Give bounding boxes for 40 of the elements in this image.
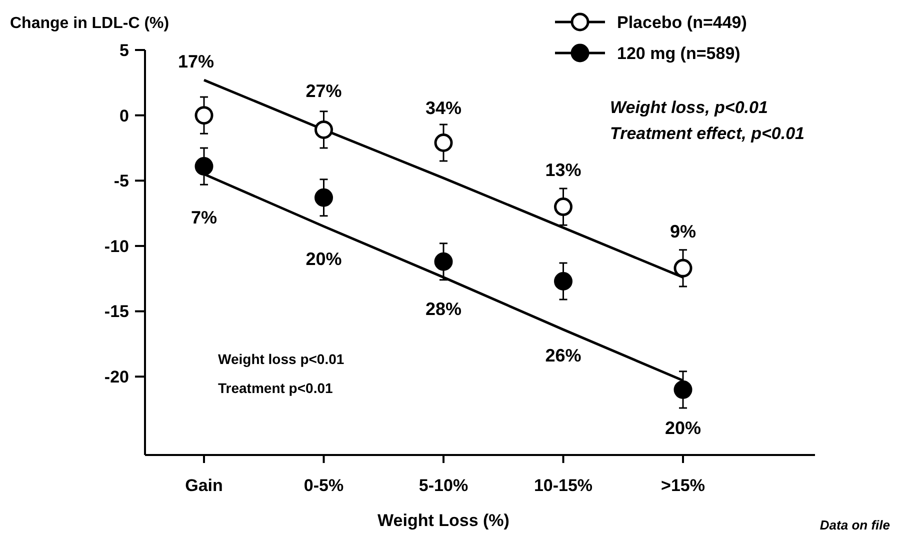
y-axis-title: Change in LDL-C (%) (10, 15, 170, 32)
annotation: 28% (425, 298, 462, 319)
annotation: 34% (425, 98, 462, 118)
annotation: 9% (670, 221, 696, 242)
x-axis-title: Weight Loss (%) (378, 511, 510, 530)
text: Data on file (820, 518, 890, 533)
point (554, 198, 572, 216)
x-tick-label: 0-5% (304, 476, 344, 495)
annotation: Treatment effect, p<0.01 (610, 124, 804, 143)
point (194, 157, 214, 176)
x-tick-label: 10-15% (534, 476, 593, 495)
point (554, 272, 572, 290)
y-tick-label: 5 (120, 40, 129, 60)
y-tick-label: -15 (104, 302, 129, 322)
y-tick-label: -5 (114, 172, 129, 191)
legend-label: 120 mg (n=589) (617, 44, 740, 63)
annotation: 26% (545, 346, 582, 366)
point (434, 134, 453, 152)
annotation: 13% (545, 160, 582, 180)
annotation: Treatment p<0.01 (218, 380, 333, 396)
x-tick-label: >15% (661, 476, 705, 495)
annotation: 20% (306, 248, 342, 269)
y-tick-label: -10 (104, 236, 129, 256)
annotation: 7% (190, 208, 218, 228)
legend-label: Placebo (n=449) (617, 12, 747, 32)
x-tick-label: 5-10% (418, 476, 468, 495)
y-tick-label: 0 (120, 106, 129, 126)
point (314, 120, 333, 139)
annotation: 27% (306, 80, 342, 101)
point (674, 380, 692, 399)
annotation: 20% (664, 418, 702, 438)
annotation: Weight loss p<0.01 (218, 350, 344, 367)
annotation: Weight loss, p<0.01 (610, 98, 768, 117)
point (194, 106, 214, 125)
annotation: 17% (178, 52, 214, 72)
x-tick-label: Gain (185, 476, 223, 495)
point (434, 252, 453, 271)
y-tick-label: -20 (104, 368, 129, 387)
point (674, 258, 692, 278)
point (314, 188, 333, 207)
